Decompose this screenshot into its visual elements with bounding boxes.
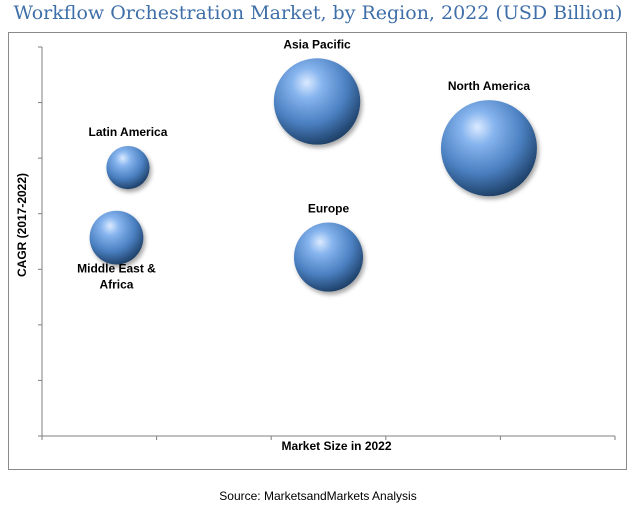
source-note: Source: MarketsandMarkets Analysis: [219, 489, 417, 503]
bubble-asia-pacific: [273, 58, 361, 145]
chart-title: Workflow Orchestration Market, by Region…: [13, 2, 623, 24]
bubble-europe: [293, 222, 364, 292]
bubble-label: North America: [448, 79, 531, 93]
bubble-north-america: [440, 100, 537, 197]
bubble-label: Europe: [308, 202, 350, 216]
bubble-label: Middle East &: [77, 261, 156, 275]
bubble-label: Africa: [99, 277, 133, 291]
x-axis-label: Market Size in 2022: [281, 439, 391, 453]
bubble-label: Latin America: [88, 125, 167, 139]
y-axis-label: CAGR (2017-2022): [15, 173, 29, 277]
bubble-label: Asia Pacific: [283, 37, 351, 51]
bubble-middle-east-africa: [89, 210, 144, 265]
bubble-latin-america: [106, 145, 150, 190]
chart-frame: [8, 32, 627, 470]
